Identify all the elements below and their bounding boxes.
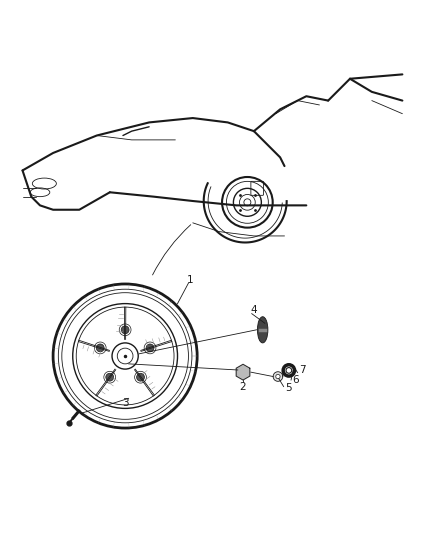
Circle shape	[96, 344, 104, 352]
Polygon shape	[236, 364, 250, 380]
Text: 7: 7	[299, 366, 305, 375]
Circle shape	[146, 344, 154, 352]
Text: 6: 6	[292, 375, 299, 385]
Circle shape	[137, 373, 145, 381]
Circle shape	[273, 372, 283, 381]
Circle shape	[106, 373, 113, 381]
Circle shape	[276, 374, 280, 378]
Text: 3: 3	[122, 398, 128, 408]
Circle shape	[121, 326, 129, 334]
Text: 2: 2	[240, 382, 246, 392]
Text: 1: 1	[187, 274, 194, 285]
Text: 5: 5	[286, 383, 292, 393]
Ellipse shape	[258, 317, 268, 343]
Text: 4: 4	[251, 305, 257, 315]
